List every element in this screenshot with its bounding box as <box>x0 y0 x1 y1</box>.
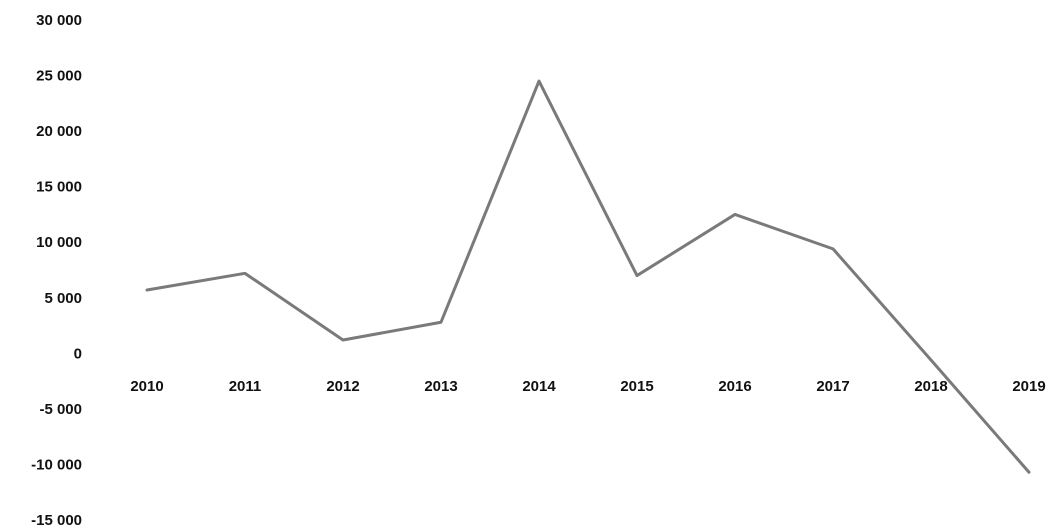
data-point <box>342 339 344 341</box>
y-tick-label: 15 000 <box>36 179 82 196</box>
y-tick-label: 0 <box>74 345 82 362</box>
data-point <box>930 359 932 361</box>
x-tick-label: 2014 <box>522 378 556 395</box>
y-tick-label: -10 000 <box>31 456 82 473</box>
data-point <box>244 272 246 274</box>
x-tick-label: 2018 <box>914 378 947 395</box>
data-point <box>440 321 442 323</box>
x-axis-tick-labels: 2010 2011 2012 2013 2014 2015 2016 2017 2018 2019 <box>130 378 1045 395</box>
data-point <box>146 289 148 291</box>
y-tick-label: 20 000 <box>36 123 82 140</box>
x-tick-label: 2017 <box>816 378 849 395</box>
y-tick-label: -5 000 <box>39 401 82 418</box>
y-tick-label: -15 000 <box>31 512 82 529</box>
y-tick-label: 10 000 <box>36 234 82 251</box>
x-tick-label: 2019 <box>1012 378 1045 395</box>
x-tick-label: 2012 <box>326 378 359 395</box>
series-line <box>145 79 1031 474</box>
x-tick-label: 2015 <box>620 378 653 395</box>
x-tick-label: 2016 <box>718 378 751 395</box>
data-point <box>538 80 540 82</box>
data-point <box>832 248 834 250</box>
data-point <box>734 213 736 215</box>
data-point <box>1028 471 1030 473</box>
y-axis-tick-labels: 30 000 25 000 20 000 15 000 10 000 5 000 0 -5 0… <box>31 12 82 529</box>
series-layer <box>145 79 1031 474</box>
y-tick-label: 30 000 <box>36 12 82 29</box>
y-tick-label: 25 000 <box>36 68 82 85</box>
x-tick-label: 2011 <box>229 378 262 395</box>
x-tick-label: 2010 <box>130 378 163 395</box>
y-tick-label: 5 000 <box>44 290 82 307</box>
x-tick-label: 2013 <box>424 378 457 395</box>
data-point <box>636 275 638 277</box>
